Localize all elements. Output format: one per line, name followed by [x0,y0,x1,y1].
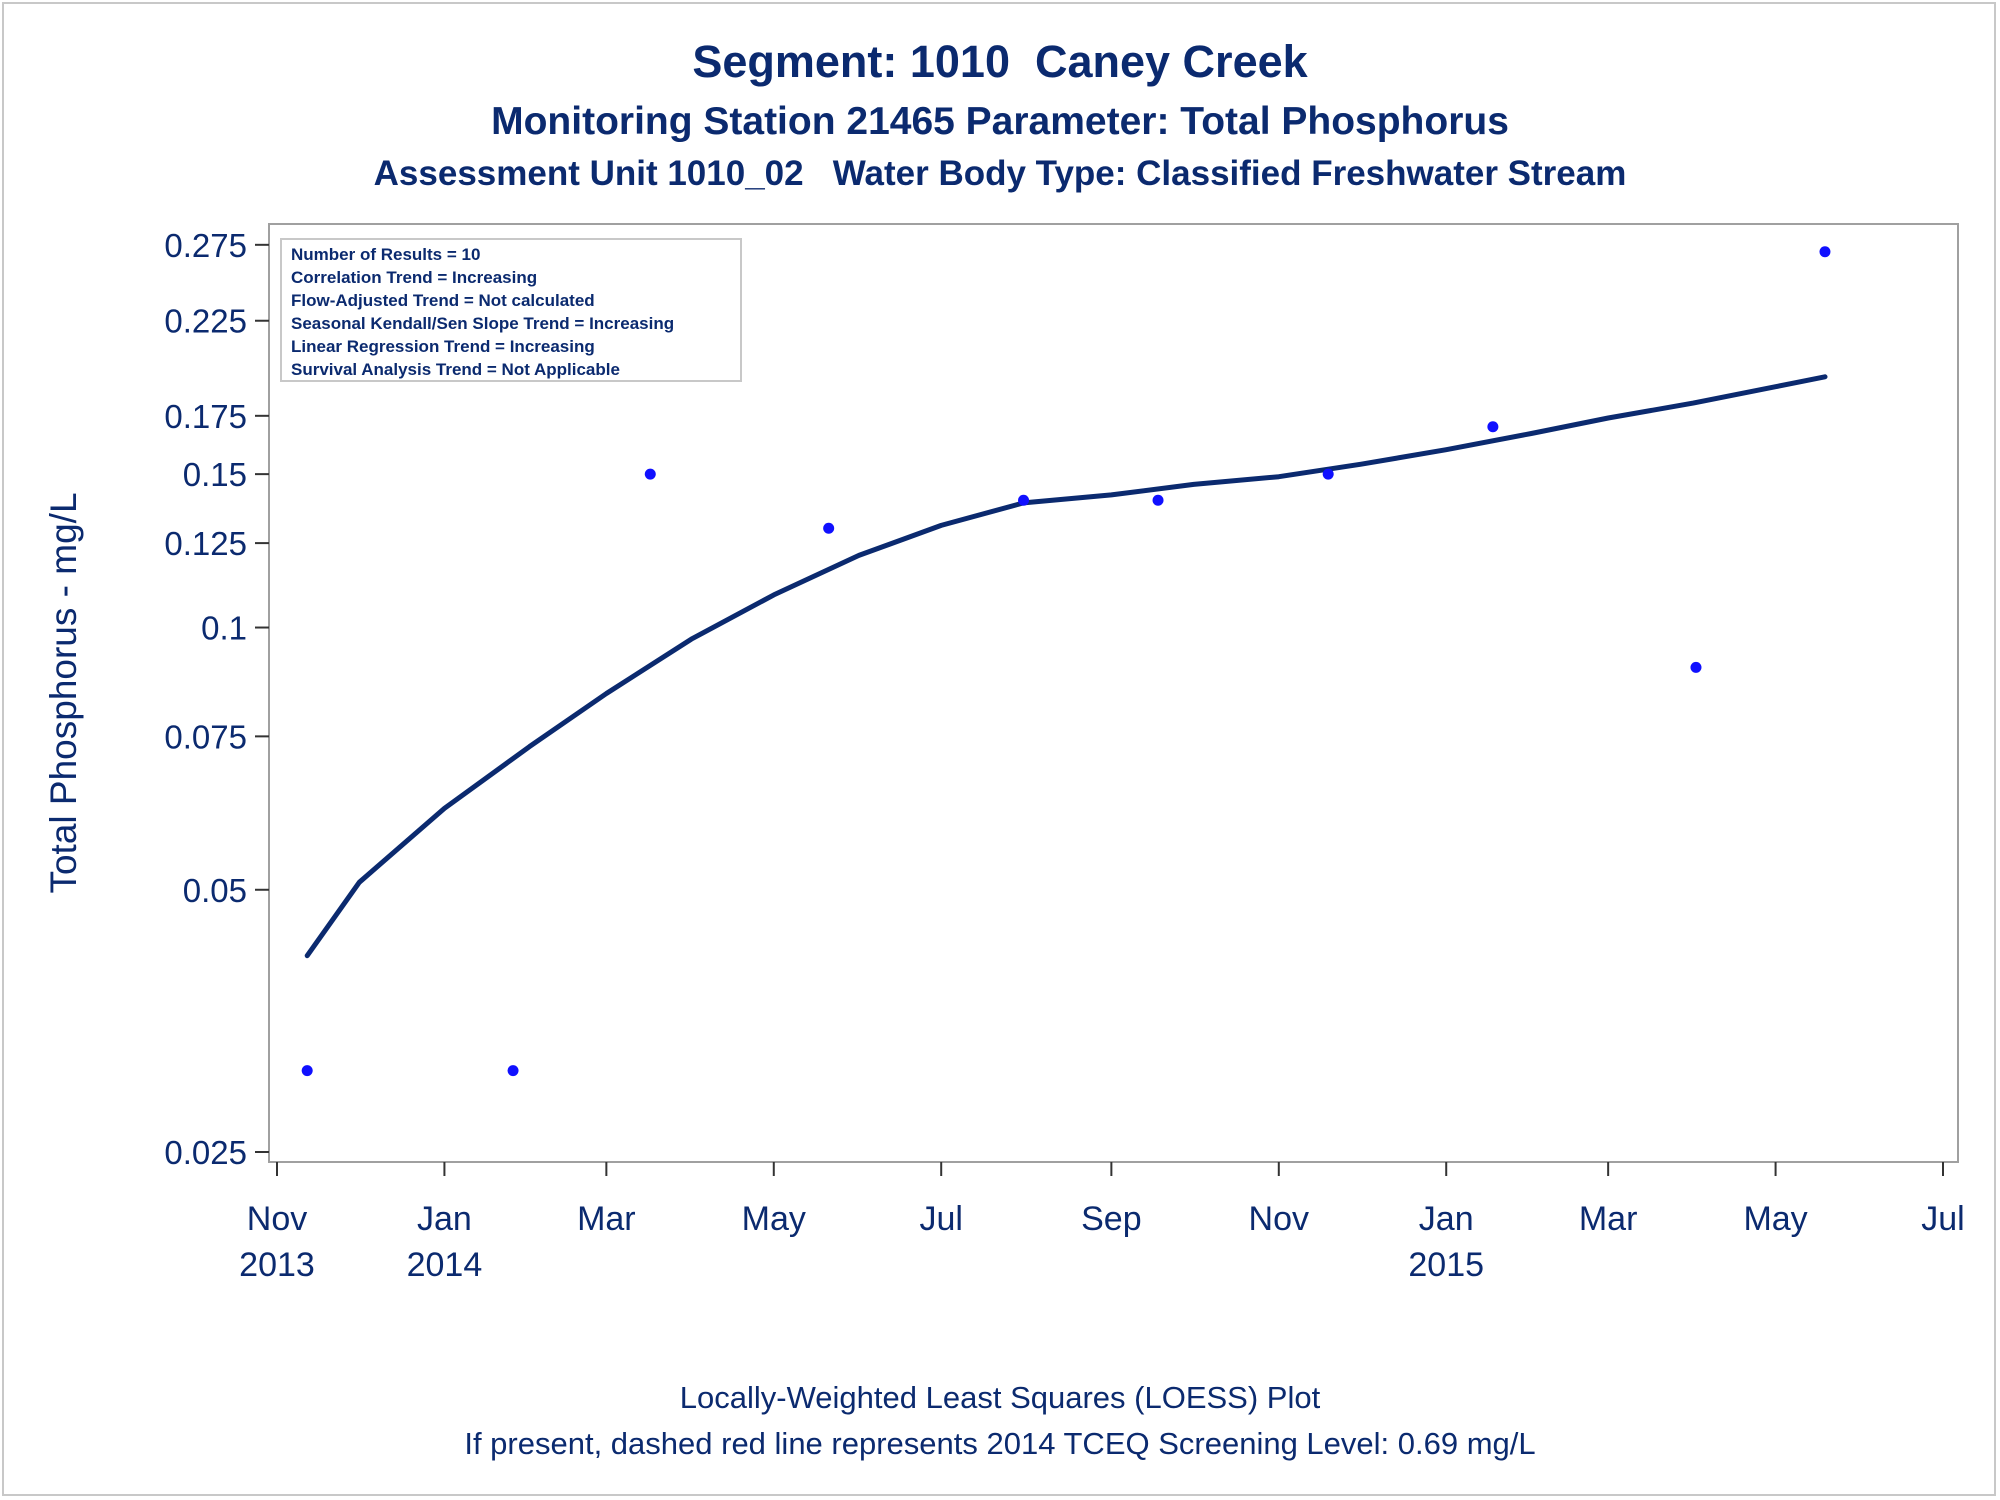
annotation-line: Survival Analysis Trend = Not Applicable [291,360,620,379]
annotation-line: Number of Results = 10 [291,245,480,264]
y-tick-label: 0.075 [164,718,247,755]
annotation-line: Correlation Trend = Increasing [291,268,537,287]
x-tick-label: May [1743,1200,1807,1238]
x-tick-label: Mar [1579,1200,1638,1238]
x-tick-label: May [742,1200,806,1238]
data-point [823,522,835,534]
data-point [507,1065,519,1077]
y-tick-label: 0.125 [164,525,247,562]
annotation-line: Seasonal Kendall/Sen Slope Trend = Incre… [291,314,674,333]
y-tick-label: 0.05 [183,872,247,909]
chart-subtitle: Monitoring Station 21465 Parameter: Tota… [491,100,1509,143]
y-tick-label: 0.175 [164,398,247,435]
footnote-screening: If present, dashed red line represents 2… [464,1426,1536,1461]
chart-subtitle-2: Assessment Unit 1010_02 Water Body Type:… [373,154,1627,193]
data-point [644,468,656,480]
x-tick-label: Nov [247,1200,307,1238]
x-tick-label: Sep [1081,1200,1142,1238]
x-tick-year-label: 2013 [239,1246,315,1284]
chart-title: Segment: 1010 Caney Creek [692,36,1308,87]
y-axis-label: Total Phosphorus - mg/L [43,492,84,893]
data-point [1152,494,1164,506]
x-tick-label: Jul [919,1200,962,1238]
x-tick-label: Jan [1419,1200,1474,1238]
x-tick-label: Jan [417,1200,472,1238]
y-tick-label: 0.15 [183,456,247,493]
y-tick-label: 0.225 [164,303,247,340]
x-tick-year-label: 2015 [1408,1246,1484,1284]
data-point [301,1065,313,1077]
x-tick-label: Mar [577,1200,636,1238]
x-tick-label: Jul [1921,1200,1964,1238]
annotation-box [280,238,742,382]
y-tick-label: 0.025 [164,1134,247,1171]
data-point [1690,661,1702,673]
y-tick-label: 0.1 [201,610,247,647]
footnote-loess: Locally-Weighted Least Squares (LOESS) P… [679,1380,1321,1415]
data-point [1487,421,1499,433]
x-tick-year-label: 2014 [407,1246,483,1284]
data-point [1018,494,1030,506]
y-tick-label: 0.275 [164,227,247,264]
x-tick-label: Nov [1249,1200,1309,1238]
data-point [1819,246,1831,258]
annotation-line: Linear Regression Trend = Increasing [291,337,595,356]
loess-curve [304,374,1828,959]
annotation-line: Flow-Adjusted Trend = Not calculated [291,291,595,310]
plot-frame [268,223,1959,1163]
data-point [1322,468,1334,480]
